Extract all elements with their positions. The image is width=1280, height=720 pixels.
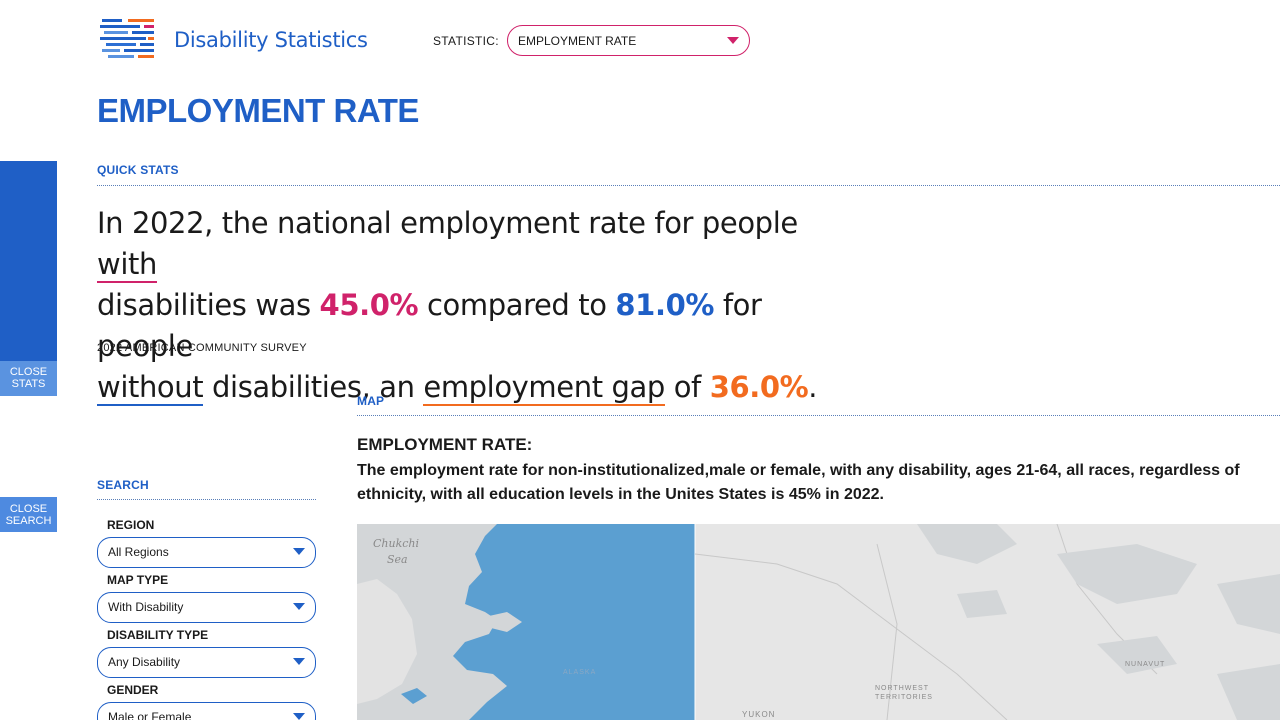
- chevron-down-icon: [293, 603, 305, 610]
- close-search-button[interactable]: CLOSE SEARCH: [0, 497, 57, 532]
- site-logo[interactable]: [100, 18, 156, 62]
- map-place-label: ALASKA: [563, 669, 596, 676]
- summary-text: In 2022, the national employment rate fo…: [97, 206, 798, 240]
- quick-stats-summary: In 2022, the national employment rate fo…: [97, 203, 857, 408]
- close-stats-label-2: STATS: [11, 378, 46, 390]
- region-label: REGION: [107, 518, 155, 532]
- employment-gap-keyword: employment gap: [423, 370, 665, 406]
- kotzebue-sound: [489, 612, 522, 632]
- rate-with-disability: 45.0%: [319, 288, 419, 322]
- arctic-water: [917, 524, 1017, 564]
- gender-select-value: Male or Female: [108, 710, 192, 720]
- disability-type-label: DISABILITY TYPE: [107, 628, 209, 642]
- map-type-select[interactable]: With Disability: [97, 592, 316, 623]
- map-place-label: NUNAVUT: [1125, 661, 1165, 668]
- chevron-down-icon: [727, 37, 739, 44]
- search-divider: [97, 499, 316, 500]
- hudson-bay: [1217, 664, 1280, 720]
- map-description: The employment rate for non-institutiona…: [357, 459, 1280, 507]
- map-title: EMPLOYMENT RATE:: [357, 435, 533, 454]
- map-place-label: TERRITORIES: [875, 694, 933, 701]
- employment-gap-value: 36.0%: [709, 370, 809, 404]
- statistic-select[interactable]: EMPLOYMENT RATE: [507, 25, 750, 56]
- map-place-label: Chukchi: [373, 537, 419, 550]
- close-stats-label-1: CLOSE: [9, 366, 48, 378]
- without-keyword: without: [97, 370, 204, 406]
- chevron-down-icon: [293, 658, 305, 665]
- chukotka-landmass: [357, 579, 417, 704]
- summary-text: .: [808, 370, 818, 404]
- site-title[interactable]: Disability Statistics: [174, 28, 368, 52]
- summary-text: of: [664, 370, 710, 404]
- region-select-value: All Regions: [108, 545, 169, 559]
- close-search-label-2: SEARCH: [5, 515, 52, 527]
- map-place-label: NORTHWEST: [875, 685, 929, 692]
- summary-text: compared to: [418, 288, 616, 322]
- chevron-down-icon: [293, 548, 305, 555]
- alaska-region[interactable]: [453, 524, 695, 720]
- territory-border: [694, 553, 1008, 720]
- page-title: EMPLOYMENT RATE: [97, 92, 419, 129]
- rate-without-disability: 81.0%: [615, 288, 714, 322]
- search-heading: SEARCH: [97, 478, 149, 492]
- arctic-water: [1057, 544, 1197, 604]
- quick-stats-divider: [97, 185, 1280, 186]
- map-description-line: The employment rate for non-institutiona…: [357, 462, 1240, 479]
- disability-type-select[interactable]: Any Disability: [97, 647, 316, 678]
- island: [401, 688, 427, 704]
- arctic-water: [1217, 574, 1280, 634]
- territory-border: [876, 543, 898, 720]
- summary-text: for people: [97, 288, 762, 363]
- statistic-select-value: EMPLOYMENT RATE: [518, 33, 637, 48]
- close-stats-button[interactable]: CLOSE STATS: [0, 361, 57, 396]
- map-divider: [357, 415, 1280, 416]
- data-source: 2022 AMERICAN COMMUNITY SURVEY: [97, 342, 307, 354]
- map-place-label: YUKON: [742, 710, 775, 719]
- gender-label: GENDER: [107, 683, 159, 697]
- close-search-label-1: CLOSE: [9, 503, 48, 515]
- arctic-water: [1097, 636, 1177, 674]
- map-place-label: Sea: [387, 553, 408, 566]
- gender-select[interactable]: Male or Female: [97, 702, 316, 720]
- chevron-down-icon: [293, 713, 305, 720]
- summary-text: disabilities, an: [203, 370, 424, 404]
- quick-stats-heading: QUICK STATS: [97, 163, 179, 177]
- region-select[interactable]: All Regions: [97, 537, 316, 568]
- map-heading-label: MAP: [357, 394, 385, 408]
- disability-type-select-value: Any Disability: [108, 655, 181, 669]
- choropleth-map[interactable]: Chukchi Sea ALASKA YUKON NORTHWEST TERRI…: [357, 524, 1280, 720]
- map-type-label: MAP TYPE: [107, 573, 169, 587]
- stats-panel-tab-bar: [0, 161, 57, 361]
- summary-text: disabilities was: [97, 288, 320, 322]
- with-keyword: with: [97, 247, 157, 283]
- map-type-select-value: With Disability: [108, 600, 184, 614]
- statistic-label: STATISTIC:: [433, 34, 499, 48]
- great-bear-lake: [957, 590, 1007, 618]
- map-description-line: ethnicity, with all education levels in …: [357, 486, 884, 503]
